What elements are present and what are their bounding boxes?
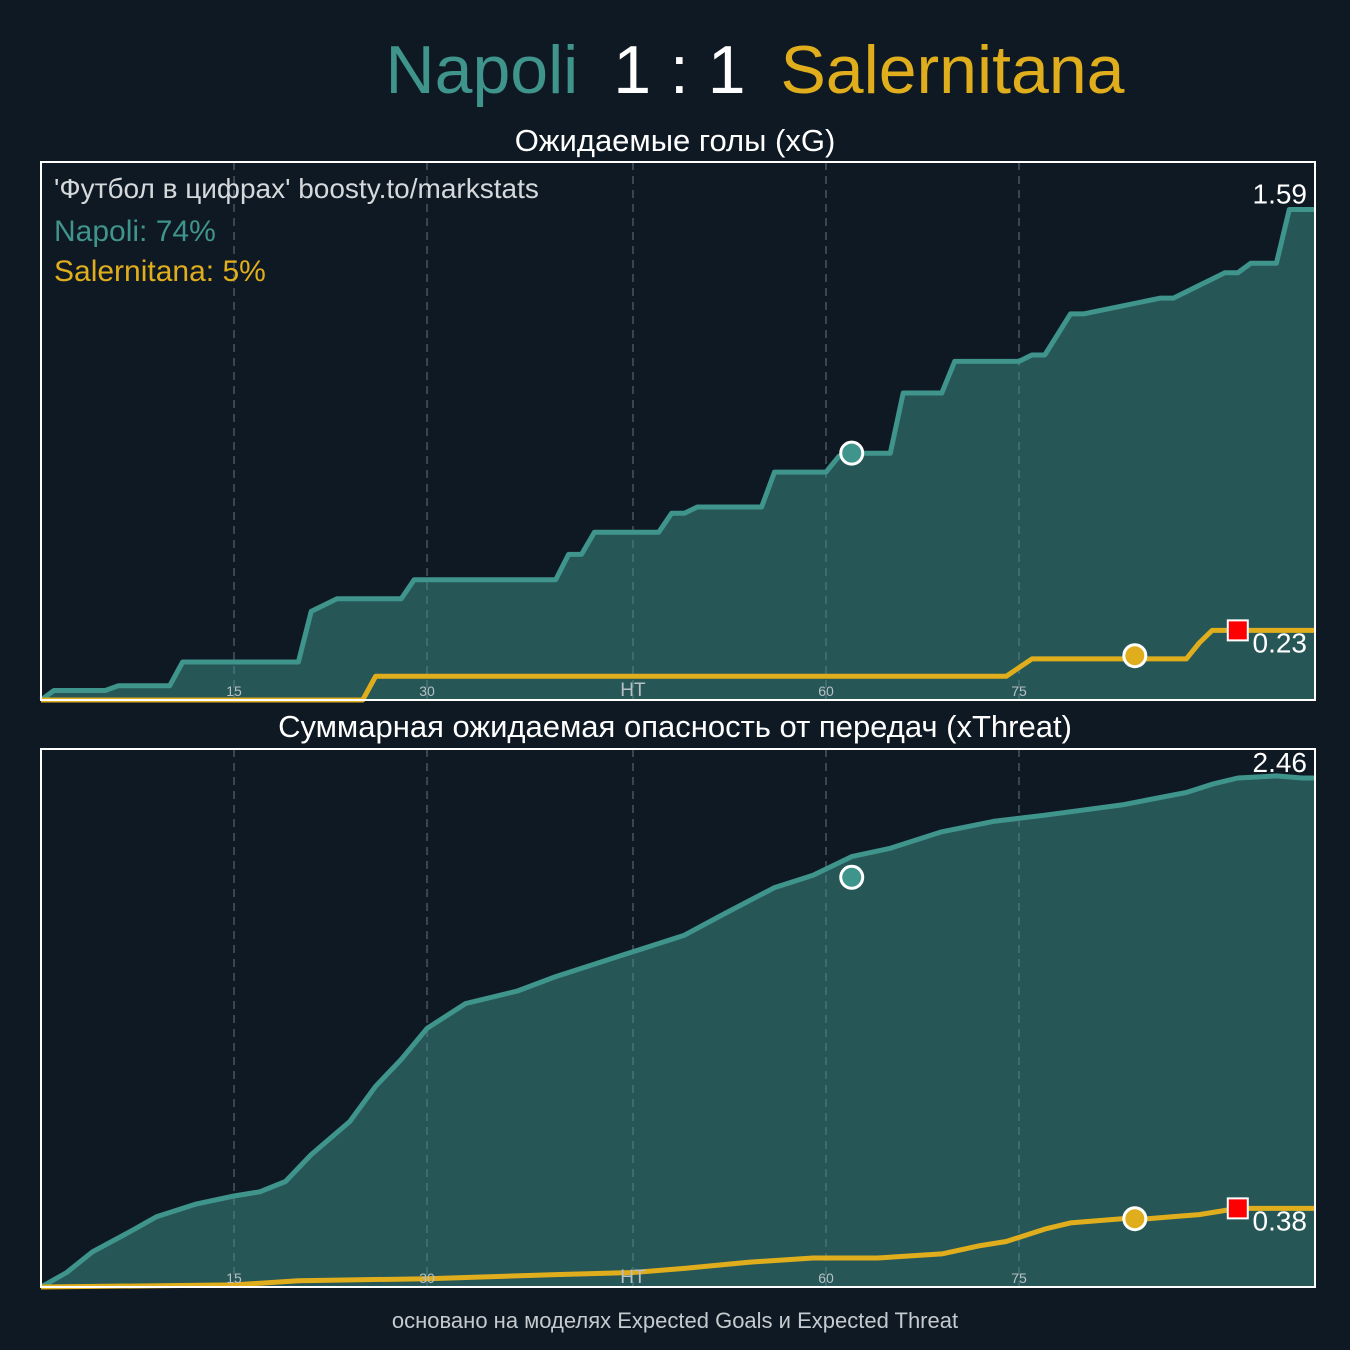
xg-chart: 15 30 HT 60 75 1.59 0.23 — [39, 161, 1316, 703]
home-team-name: Napoli — [385, 32, 579, 108]
end-label-away: 0.38 — [1253, 1205, 1308, 1236]
tick-label-4: 75 — [1011, 683, 1027, 699]
series-line-napoli — [39, 207, 1315, 703]
series-line-salernitana — [41, 627, 1315, 703]
tick-label-1: 30 — [419, 1270, 435, 1286]
series-line-salernitana — [40, 1205, 1315, 1290]
tick-label-1: 30 — [419, 683, 435, 699]
plot-frame — [40, 161, 1316, 701]
footnote: основано на моделях Expected Goals и Exp… — [391, 1308, 959, 1333]
red-card-marker — [1226, 1197, 1249, 1220]
tick-label-3: 60 — [818, 1270, 834, 1286]
red-card-marker — [1226, 619, 1249, 642]
end-label-away: 0.23 — [1253, 627, 1308, 658]
xthreat-chart: 15 30 HT 60 75 2.46 0.38 — [39, 747, 1316, 1290]
series-area-napoli — [41, 775, 1315, 1287]
tick-label-0: 15 — [226, 683, 242, 699]
goal-marker-away — [1122, 643, 1148, 669]
legend-salernitana: Salernitana: 5% — [54, 255, 266, 288]
series-area-napoli — [41, 209, 1315, 700]
tick-label-2: HT — [620, 1267, 646, 1288]
series-line-napoli — [39, 773, 1315, 1290]
xthreat-chart-title: Суммарная ожидаемая опасность от передач… — [278, 709, 1072, 744]
plot-frame — [40, 748, 1316, 1288]
match-score: 1 : 1 — [613, 32, 746, 108]
tick-label-3: 60 — [818, 683, 834, 699]
away-team-name: Salernitana — [780, 32, 1125, 108]
goal-marker-away — [1122, 1206, 1148, 1232]
end-label-home: 2.46 — [1253, 747, 1308, 778]
tick-label-0: 15 — [226, 1270, 242, 1286]
goal-marker-home — [839, 864, 865, 890]
xg-chart-title: Ожидаемые голы (xG) — [514, 123, 836, 158]
tick-label-4: 75 — [1011, 1270, 1027, 1286]
credit-text: 'Футбол в цифрах' boosty.to/markstats — [54, 173, 539, 204]
end-label-home: 1.59 — [1253, 178, 1308, 209]
legend-napoli: Napoli: 74% — [54, 215, 216, 248]
tick-label-2: HT — [620, 680, 646, 701]
match-title: Napoli 1 : 1 Salernitana — [0, 28, 1350, 112]
goal-marker-home — [839, 440, 865, 466]
